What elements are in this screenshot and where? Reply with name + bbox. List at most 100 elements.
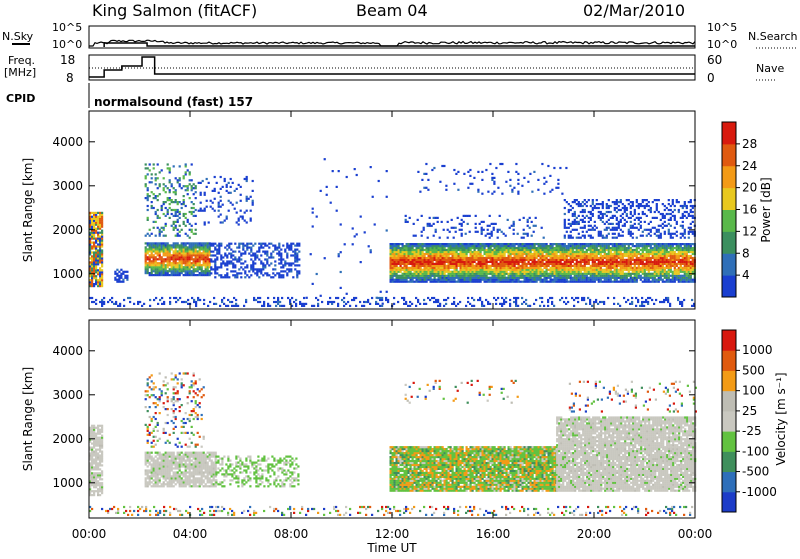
power-cell [608, 251, 610, 253]
power-cell [426, 259, 428, 261]
power-cell [586, 257, 588, 259]
power-cell [517, 191, 519, 193]
power-cell [400, 277, 402, 279]
power-cell [524, 253, 526, 255]
power-cell [408, 253, 410, 255]
power-cell [97, 283, 99, 285]
power-cell [404, 253, 406, 255]
power-cell [490, 267, 492, 269]
power-cell [486, 243, 488, 245]
power-cell [688, 275, 690, 277]
power-cell [475, 227, 477, 229]
power-cell [582, 243, 584, 245]
power-cell [195, 215, 197, 217]
power-cell [480, 267, 482, 269]
power-cell [632, 243, 634, 245]
power-cell [408, 281, 410, 283]
power-cell [638, 245, 640, 247]
power-cell [165, 252, 167, 254]
power-cell [476, 263, 478, 265]
power-cell [147, 209, 149, 211]
power-cell [434, 253, 436, 255]
cpid-value: normalsound (fast) 157 [94, 95, 253, 109]
power-cell [522, 267, 524, 269]
power-cell [246, 210, 248, 212]
power-cell [616, 229, 618, 231]
power-cell [648, 265, 650, 267]
power-cell [610, 217, 612, 219]
power-cell [484, 265, 486, 267]
power-cell [574, 275, 576, 277]
power-cell [183, 177, 185, 179]
power-cell [161, 264, 163, 266]
power-cell [157, 217, 159, 219]
power-cell [402, 275, 404, 277]
power-cell [530, 265, 532, 267]
power-cell [436, 281, 438, 283]
power-cell [392, 247, 394, 249]
power-cell [145, 167, 147, 169]
power-cell [484, 259, 486, 261]
power-cell [534, 271, 536, 273]
power-cell [189, 197, 191, 199]
power-cell [686, 275, 688, 277]
power-cell [596, 275, 598, 277]
power-cell [636, 279, 638, 281]
power-cell [628, 233, 630, 235]
power-cell [446, 253, 448, 255]
power-cell [610, 229, 612, 231]
power-cell [542, 259, 544, 261]
power-cell [296, 253, 298, 255]
power-cell [596, 247, 598, 249]
power-cell [438, 243, 440, 245]
power-cell [618, 273, 620, 275]
power-cell [546, 249, 548, 251]
power-cell [476, 255, 478, 257]
power-cell [572, 247, 574, 249]
power-cell [536, 249, 538, 251]
power-cell [101, 273, 103, 275]
power-cell [169, 254, 171, 256]
power-cell [552, 259, 554, 261]
power-cell [502, 263, 504, 265]
power-cell [554, 267, 556, 269]
power-cell [448, 277, 450, 279]
power-cell [416, 263, 418, 265]
power-cell [636, 269, 638, 271]
power-cell [420, 273, 422, 275]
power-cell [646, 247, 648, 249]
power-cell [552, 261, 554, 263]
power-cell [570, 245, 572, 247]
power-cell [203, 256, 205, 258]
power-cell [93, 277, 95, 279]
power-cell [165, 191, 167, 193]
power-cell [536, 267, 538, 269]
power-cell [197, 250, 199, 252]
power-cell [680, 277, 682, 279]
power-cell [522, 265, 524, 267]
power-cell [97, 240, 99, 242]
power-cell [558, 277, 560, 279]
power-cell [536, 279, 538, 281]
power-cell [626, 279, 628, 281]
power-cell [276, 253, 278, 255]
power-cell [189, 252, 191, 254]
power-cell [428, 269, 430, 271]
power-cell [438, 281, 440, 283]
power-cell [169, 270, 171, 272]
power-cell [165, 254, 167, 256]
power-cell [600, 267, 602, 269]
power-cell [616, 199, 618, 201]
power-cell [193, 258, 195, 260]
power-cell [157, 209, 159, 211]
power-cell [600, 277, 602, 279]
power-cell [242, 218, 244, 220]
power-cell [550, 247, 552, 249]
power-cell [500, 271, 502, 273]
power-cell [392, 265, 394, 267]
power-cell [294, 251, 296, 253]
power-cell [526, 269, 528, 271]
power-cell [101, 218, 103, 220]
power-cell [614, 227, 616, 229]
power-cell [155, 246, 157, 248]
